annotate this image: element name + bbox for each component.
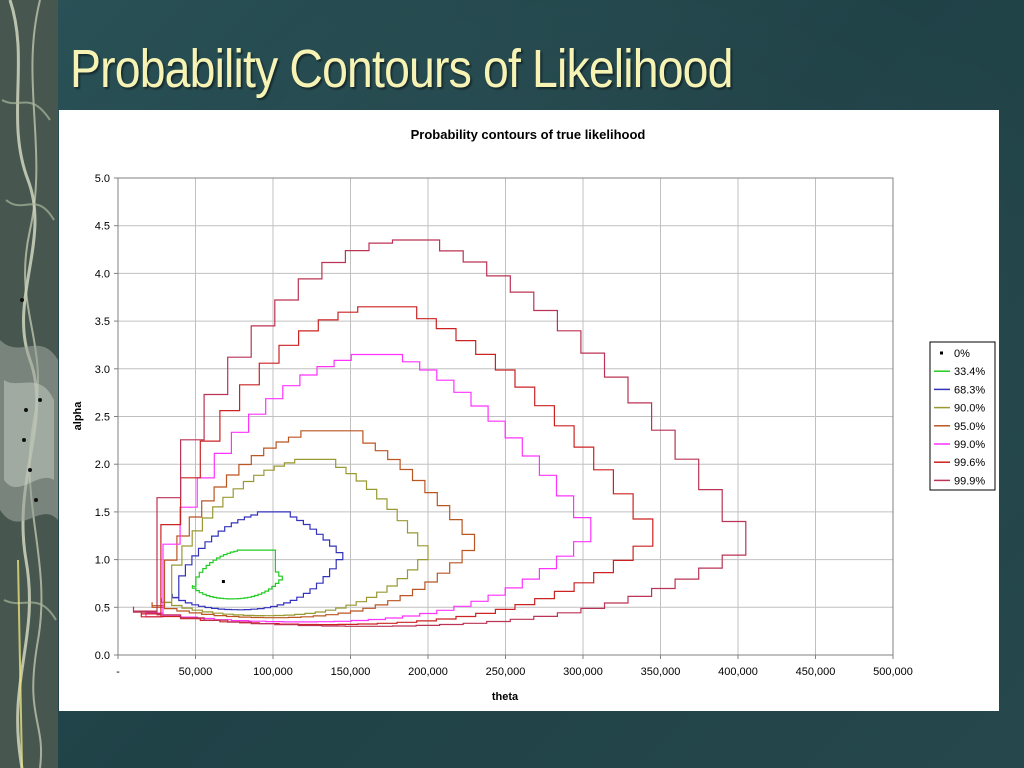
y-tick-label: 1.0 xyxy=(95,555,110,567)
legend-label: 33.4% xyxy=(954,366,985,378)
chart-title: Probability contours of true likelihood xyxy=(411,127,646,142)
decorative-side-strip xyxy=(0,0,58,768)
y-tick-label: 0.5 xyxy=(95,602,110,614)
x-tick-label: 500,000 xyxy=(873,666,913,678)
y-tick-label: 3.5 xyxy=(95,316,110,328)
x-tick-label: 50,000 xyxy=(179,666,213,678)
x-tick-label: 450,000 xyxy=(796,666,836,678)
contour-line-99-9pct xyxy=(132,239,747,627)
legend-marker xyxy=(940,351,943,355)
y-tick-label: 0.0 xyxy=(95,650,110,662)
y-tick-label: 4.5 xyxy=(95,221,110,233)
contour-line-90-0pct xyxy=(160,458,429,617)
x-axis-ticks: - 50,000 100,000 150,000 200,000 250,000 300,0… xyxy=(116,655,913,678)
contour-chart: Probability contours of true likelihood … xyxy=(72,127,996,703)
x-tick-label: 300,000 xyxy=(563,666,603,678)
contour-series xyxy=(132,239,747,627)
y-axis-ticks: 0.0 0.5 1.0 1.5 2.0 2.5 3.0 3.5 4.0 4.5 5.0 xyxy=(95,173,118,662)
contour-line-95-0pct xyxy=(151,430,476,619)
y-tick-label: 2.5 xyxy=(95,412,110,424)
x-axis-label: theta xyxy=(492,691,519,703)
x-tick-label: - xyxy=(116,666,120,678)
legend-label: 68.3% xyxy=(954,384,985,396)
y-tick-label: 5.0 xyxy=(95,173,110,185)
legend-box xyxy=(929,341,996,491)
y-tick-label: 1.5 xyxy=(95,507,110,519)
contour-line-68-3pct xyxy=(171,511,344,611)
slide-title: Probability Contours of Likelihood xyxy=(70,39,733,99)
x-tick-label: 200,000 xyxy=(408,666,448,678)
x-tick-label: 100,000 xyxy=(253,666,293,678)
grid-lines xyxy=(118,178,893,655)
legend-label: 99.9% xyxy=(954,475,985,487)
mode-point xyxy=(221,580,225,584)
y-tick-label: 4.0 xyxy=(95,268,110,280)
y-axis-label: alpha xyxy=(72,401,84,431)
contour-line-99-0pct xyxy=(145,353,592,623)
legend-label: 90.0% xyxy=(954,403,985,415)
x-tick-label: 350,000 xyxy=(641,666,681,678)
legend-label: 95.0% xyxy=(954,421,985,433)
legend-label: 0% xyxy=(954,348,970,360)
y-tick-label: 2.0 xyxy=(95,459,110,471)
legend-label: 99.6% xyxy=(954,457,985,469)
x-tick-label: 250,000 xyxy=(486,666,526,678)
x-tick-label: 400,000 xyxy=(718,666,758,678)
y-tick-label: 3.0 xyxy=(95,364,110,376)
legend: 0% 33.4% 68.3% 90.0% 95.0% 99.0% 99.6% 99.9% xyxy=(929,341,996,491)
x-tick-label: 150,000 xyxy=(331,666,371,678)
chart-panel: Probability contours of true likelihood … xyxy=(59,110,999,711)
legend-label: 99.0% xyxy=(954,439,985,451)
contour-line-33-4pct xyxy=(191,549,283,600)
